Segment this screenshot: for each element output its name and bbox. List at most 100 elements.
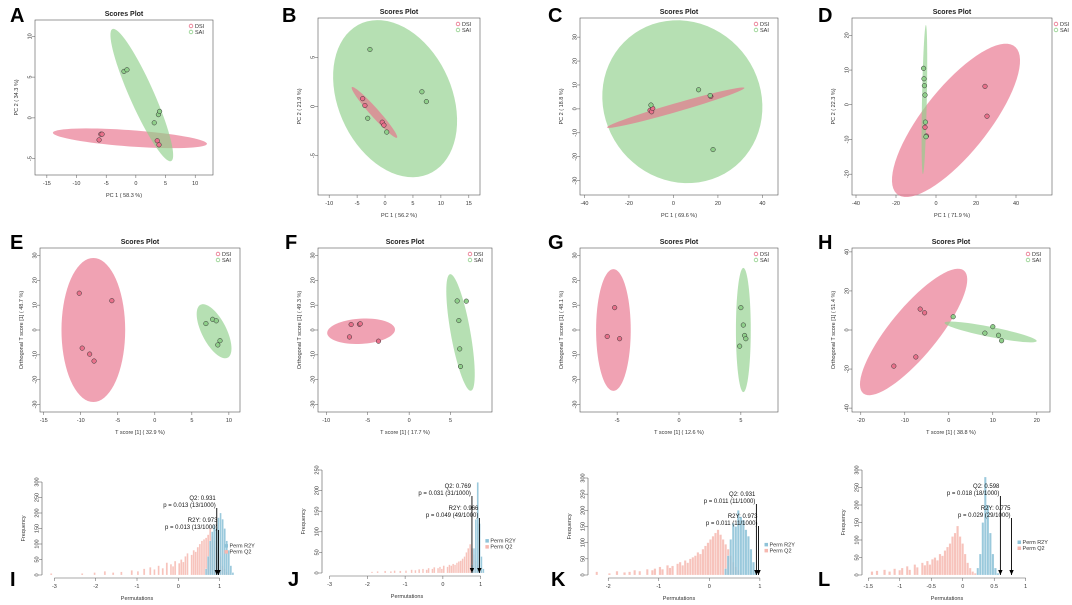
bar-perm-r2y	[737, 510, 740, 576]
panel-g: G Scores Plot -5 0 5 -30 -20 -10 0 10 20 30 T score …	[548, 232, 779, 436]
legend-marker-perm-q2	[764, 548, 769, 553]
point-sai	[696, 87, 702, 93]
point-sai	[457, 363, 464, 370]
bar-perm-q2	[448, 564, 451, 574]
point-dsi	[612, 305, 618, 311]
y-axis-label: Frequency	[841, 509, 847, 535]
chart-title: Scores Plot	[660, 239, 699, 246]
y-tick-label: 10	[27, 33, 33, 39]
x-tick-label: 0.5	[990, 584, 998, 590]
bar-perm-q2	[646, 569, 649, 576]
bar-perm-q2	[153, 569, 156, 576]
bar-perm-r2y	[739, 516, 743, 576]
bar-perm-q2	[410, 569, 413, 574]
legend-marker-sai	[455, 27, 461, 33]
arrow-head	[469, 568, 475, 573]
bar-perm-q2	[457, 561, 460, 574]
x-tick-label: 1	[479, 582, 482, 588]
bar-perm-q2	[454, 564, 457, 574]
x-tick-label: 10	[226, 418, 232, 424]
bar-perm-q2	[198, 543, 201, 576]
chart-title: Scores Plot	[105, 11, 144, 18]
bar-perm-q2	[190, 554, 193, 576]
x-axis-label: PC 1 ( 71.9 %)	[934, 213, 970, 219]
bar-perm-q2	[706, 542, 710, 576]
bar-perm-q2	[399, 570, 402, 574]
bar-perm-q2	[393, 570, 396, 574]
point-sai	[457, 346, 463, 352]
bar-perm-q2	[628, 571, 631, 576]
bar-perm-q2	[926, 560, 929, 576]
point-sai	[648, 102, 654, 108]
legend-marker-dsi	[1025, 251, 1031, 257]
bar-perm-q2	[870, 571, 874, 576]
bar-perm-r2y	[731, 523, 735, 576]
y-tick-label: 20	[572, 277, 578, 283]
bar-perm-q2	[161, 568, 164, 576]
x-tick-label: -10	[325, 201, 333, 207]
y-tick-label: -10	[572, 129, 578, 137]
legend-marker-perm-r2y	[764, 542, 769, 547]
annotation-pvalue: p = 0.029 (29/1000)	[958, 513, 1011, 519]
y-tick-label: -20	[572, 153, 578, 161]
panel-l: L -1.5 -1 -0.5 0 0.5 1 0 50 100 150 200 250 300 Permut…	[818, 465, 1048, 602]
x-tick-label: 20	[715, 201, 721, 207]
y-tick-label: -5	[27, 156, 33, 161]
y-tick-label: 100	[314, 527, 320, 536]
bar-perm-q2	[666, 565, 669, 576]
annotation-label: Q2: 0.931	[729, 492, 756, 498]
panel-letter: I	[10, 569, 16, 591]
bar-perm-q2	[704, 545, 707, 576]
bar-perm-q2	[442, 565, 445, 574]
bar-perm-q2	[437, 567, 440, 574]
x-tick-label: 20	[973, 201, 979, 207]
x-tick-label: 1	[218, 584, 221, 590]
point-dsi	[922, 310, 928, 316]
bar-perm-q2	[933, 557, 937, 576]
point-sai	[995, 332, 1002, 338]
legend-marker-dsi	[753, 251, 759, 257]
bar-perm-q2	[938, 553, 942, 576]
ellipse-dsi	[859, 268, 968, 396]
point-dsi	[91, 358, 97, 364]
x-tick-label: -40	[580, 201, 588, 207]
point-sai	[213, 318, 219, 324]
bar-perm-q2	[658, 566, 662, 576]
chart-title: Scores Plot	[660, 9, 699, 16]
ellipse-sai	[196, 304, 232, 359]
bar-perm-q2	[956, 525, 959, 576]
ellipse-dsi	[891, 43, 1021, 197]
point-sai	[922, 119, 928, 125]
bar-perm-q2	[433, 567, 436, 574]
bar-perm-q2	[921, 562, 924, 576]
bar-perm-q2	[184, 556, 187, 576]
x-tick-label: 0	[947, 418, 950, 424]
arrow-head	[477, 568, 482, 573]
bar-perm-q2	[633, 570, 636, 576]
annotation-label: R2Y: 0.973	[188, 518, 218, 524]
point-sai	[738, 305, 744, 311]
legend-marker-sai	[215, 257, 221, 263]
x-tick-label: -5	[365, 418, 370, 424]
y-tick-label: 200	[580, 506, 586, 515]
panel-letter: B	[282, 5, 296, 27]
point-sai	[454, 298, 460, 304]
legend-label: DSI	[1060, 22, 1070, 28]
legend-label: Perm R2Y	[1023, 540, 1049, 546]
y-tick-label: 250	[34, 493, 40, 502]
legend-label: Perm Q2	[229, 550, 251, 556]
legend-marker-sai	[1025, 257, 1031, 263]
y-axis-label: Frequency	[567, 513, 573, 539]
chart-title: Scores Plot	[386, 239, 425, 246]
bar-perm-r2y	[742, 519, 745, 576]
chart-title: Scores Plot	[932, 239, 971, 246]
point-dsi	[96, 137, 102, 143]
point-sai	[950, 314, 956, 320]
bar-perm-q2	[651, 570, 654, 576]
ellipse-sai	[735, 267, 751, 393]
bar-perm-q2	[714, 532, 717, 576]
y-tick-label: 30	[572, 34, 578, 40]
bar-perm-q2	[459, 560, 462, 574]
bar-perm-q2	[439, 566, 441, 574]
bar-perm-q2	[678, 561, 682, 576]
